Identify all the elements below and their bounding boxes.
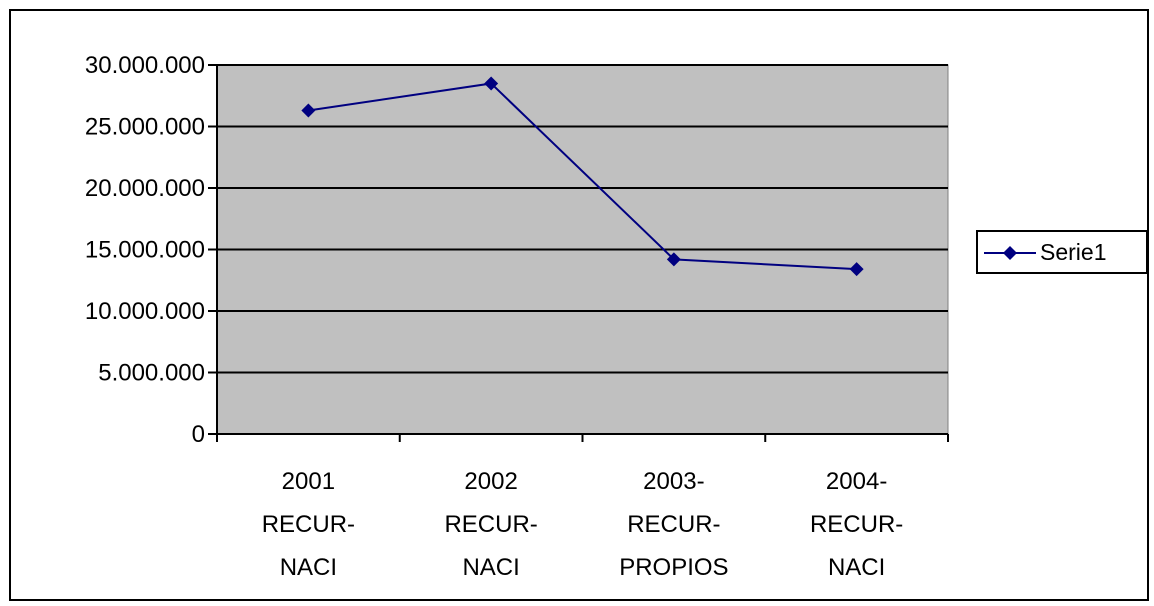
x-tick-label: 2001 RECUR-NACI (262, 468, 355, 581)
legend: Serie1 (976, 230, 1148, 274)
data-point-marker (666, 252, 681, 267)
y-tick-label: 25.000.000 (85, 114, 205, 141)
legend-series-swatch (984, 246, 1036, 260)
y-tick-label: 15.000.000 (85, 237, 205, 264)
y-tick-label: 5.000.000 (98, 360, 205, 387)
y-tick-label: 30.000.000 (85, 52, 205, 79)
x-tick-label: 2002 RECUR-NACI (444, 468, 537, 581)
y-tick-label: 10.000.000 (85, 298, 205, 325)
x-tick-label: 2003-RECUR-PROPIOS (619, 468, 728, 581)
series-line (308, 82, 857, 271)
x-tick-label: 2004-RECUR-NACI (810, 468, 903, 581)
y-tick-label: 20.000.000 (85, 175, 205, 202)
data-point-marker (301, 103, 316, 118)
legend-label: Serie1 (1040, 239, 1107, 265)
y-tick-label: 0 (192, 421, 205, 448)
data-point-marker (849, 262, 864, 277)
data-point-marker (484, 76, 499, 91)
